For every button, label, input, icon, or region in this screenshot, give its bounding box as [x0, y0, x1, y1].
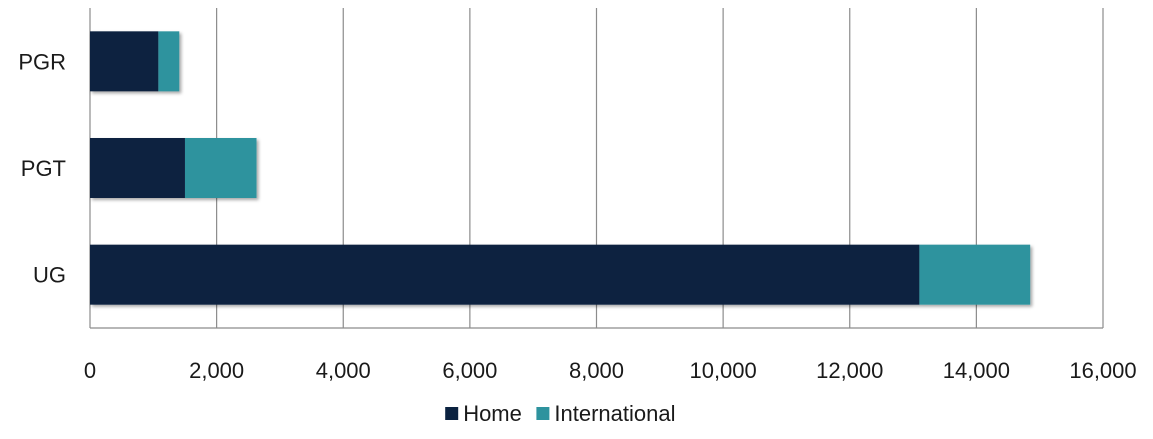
bar-pgt-international: [185, 138, 257, 198]
x-tick-label: 8,000: [569, 358, 624, 383]
x-tick-label: 12,000: [816, 358, 883, 383]
x-tick-label: 2,000: [189, 358, 244, 383]
legend-label: Home: [463, 401, 522, 426]
legend-item-home: Home: [445, 401, 522, 426]
legend-label: International: [554, 401, 675, 426]
bar-group-ug: [90, 245, 1030, 305]
bar-group-pgr: [90, 31, 179, 91]
x-tick-labels: 0 2,000 4,000 6,000 8,000 10,000 12,000 14,000 1…: [84, 358, 1137, 383]
bar-pgt-home: [90, 138, 185, 198]
legend-swatch: [536, 407, 549, 420]
bar-ug-home: [90, 245, 919, 305]
x-tick-label: 10,000: [689, 358, 756, 383]
x-tick-label: 4,000: [316, 358, 371, 383]
x-tick-label: 16,000: [1069, 358, 1136, 383]
legend-swatch: [445, 407, 458, 420]
bars: [90, 31, 1030, 304]
x-tick-label: 14,000: [943, 358, 1010, 383]
legend-item-international: International: [536, 401, 675, 426]
x-tick-label: 0: [84, 358, 96, 383]
bar-pgr-international: [158, 31, 179, 91]
category-label: PGT: [21, 156, 66, 181]
x-tick-label: 6,000: [442, 358, 497, 383]
category-label: PGR: [18, 49, 66, 74]
legend: Home International: [445, 401, 675, 426]
bar-group-pgt: [90, 138, 257, 198]
category-labels: PGR PGT UG: [18, 49, 66, 287]
category-label: UG: [33, 263, 66, 288]
bar-ug-international: [919, 245, 1030, 305]
bar-pgr-home: [90, 31, 158, 91]
